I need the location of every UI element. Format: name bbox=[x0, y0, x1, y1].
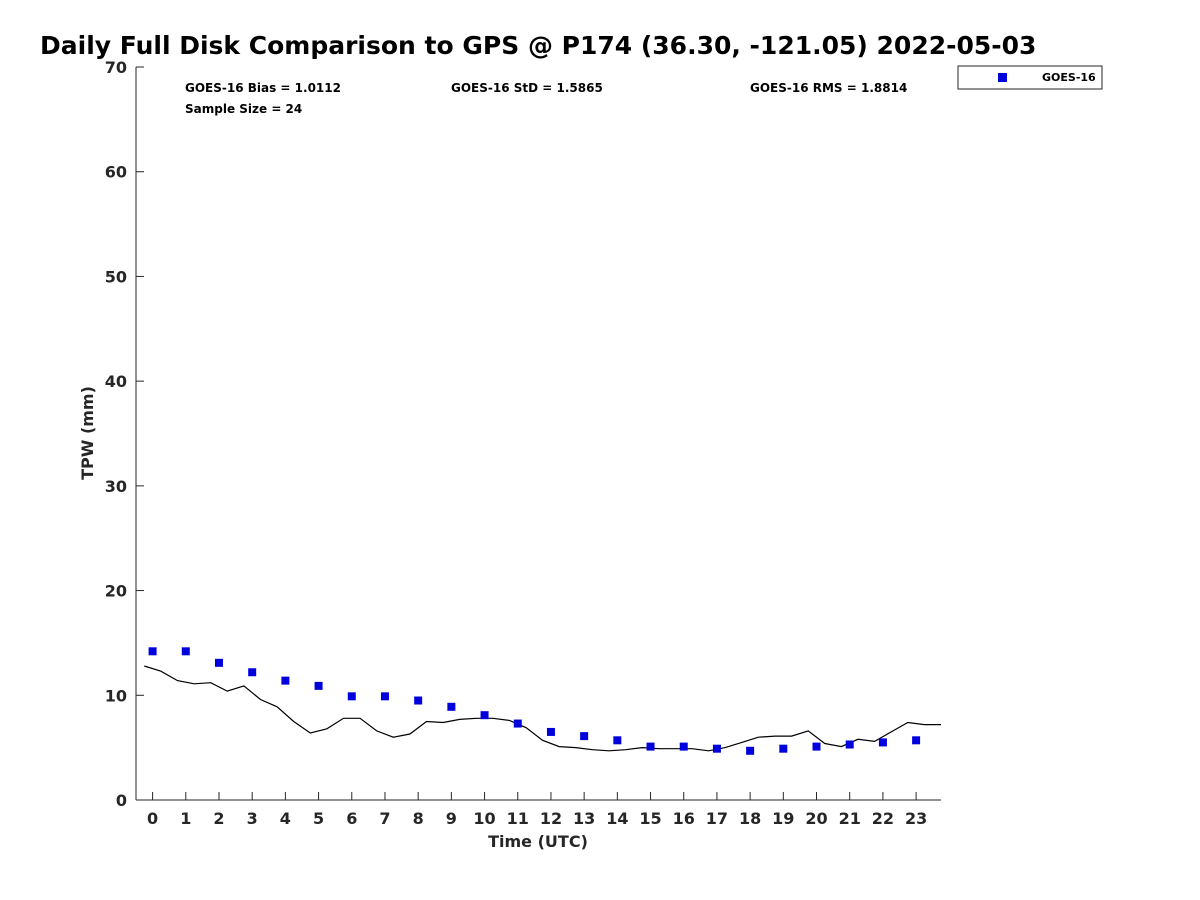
x-tick-label: 19 bbox=[772, 809, 794, 828]
goes16-point bbox=[347, 692, 356, 701]
x-tick-label: 2 bbox=[213, 809, 224, 828]
goes16-point bbox=[878, 738, 887, 747]
x-tick-label: 18 bbox=[739, 809, 761, 828]
y-tick-label: 50 bbox=[105, 267, 127, 286]
series-layer bbox=[144, 647, 941, 755]
sample-size-stat: Sample Size = 24 bbox=[185, 102, 302, 116]
rms-stat: GOES-16 RMS = 1.8814 bbox=[750, 81, 907, 95]
y-tick-label: 20 bbox=[105, 582, 127, 601]
x-tick-label: 22 bbox=[872, 809, 894, 828]
bias-stat: GOES-16 Bias = 1.0112 bbox=[185, 81, 341, 95]
goes16-point bbox=[380, 692, 389, 701]
legend-label-goes16: GOES-16 bbox=[1042, 71, 1096, 84]
x-tick-label: 1 bbox=[180, 809, 191, 828]
legend: GOES-16 bbox=[957, 65, 1103, 90]
goes16-point bbox=[746, 746, 755, 755]
legend-marker-goes16 bbox=[998, 73, 1007, 82]
goes16-point bbox=[148, 647, 157, 656]
goes16-point bbox=[314, 681, 323, 690]
x-tick-label: 11 bbox=[507, 809, 529, 828]
std-stat: GOES-16 StD = 1.5865 bbox=[451, 81, 603, 95]
x-tick-label: 4 bbox=[280, 809, 291, 828]
goes16-point bbox=[480, 711, 489, 720]
goes16-point bbox=[281, 676, 290, 685]
x-tick-label: 15 bbox=[639, 809, 661, 828]
x-tick-label: 13 bbox=[573, 809, 595, 828]
y-tick-label: 0 bbox=[116, 791, 127, 810]
goes16-point bbox=[646, 742, 655, 751]
x-tick-label: 6 bbox=[346, 809, 357, 828]
y-axis-label: TPW (mm) bbox=[78, 386, 97, 480]
x-tick-label: 9 bbox=[446, 809, 457, 828]
goes16-point bbox=[214, 658, 223, 667]
y-tick-label: 30 bbox=[105, 477, 127, 496]
x-axis-ticks: 0 1 2 3 4 5 6 7 8 9 10 11 12 13 14 15 16 17 18 19 20 21 22 23 bbox=[147, 792, 927, 828]
goes16-point bbox=[712, 744, 721, 753]
x-axis-label: Time (UTC) bbox=[488, 832, 588, 851]
x-tick-label: 10 bbox=[473, 809, 495, 828]
x-tick-label: 17 bbox=[706, 809, 728, 828]
goes16-point bbox=[248, 668, 257, 677]
x-tick-label: 0 bbox=[147, 809, 158, 828]
x-tick-label: 3 bbox=[247, 809, 258, 828]
goes16-point bbox=[414, 696, 423, 705]
legend-box bbox=[957, 65, 1103, 90]
x-tick-label: 12 bbox=[540, 809, 562, 828]
y-tick-label: 40 bbox=[105, 372, 127, 391]
goes16-point bbox=[613, 736, 622, 745]
chart-title: Daily Full Disk Comparison to GPS @ P174… bbox=[40, 31, 1036, 60]
x-tick-label: 23 bbox=[905, 809, 927, 828]
goes16-point bbox=[679, 742, 688, 751]
goes16-point bbox=[513, 719, 522, 728]
y-tick-label: 60 bbox=[105, 163, 127, 182]
goes16-point bbox=[181, 647, 190, 656]
x-tick-label: 20 bbox=[805, 809, 827, 828]
goes16-point bbox=[845, 740, 854, 749]
goes16-point bbox=[580, 732, 589, 741]
x-tick-label: 5 bbox=[313, 809, 324, 828]
x-tick-label: 14 bbox=[606, 809, 628, 828]
y-tick-label: 70 bbox=[105, 58, 127, 77]
x-tick-label: 8 bbox=[413, 809, 424, 828]
goes16-point bbox=[812, 742, 821, 751]
goes16-point bbox=[779, 744, 788, 753]
y-tick-label: 10 bbox=[105, 686, 127, 705]
y-axis-ticks: 0 10 20 30 40 50 60 70 bbox=[105, 58, 144, 810]
x-tick-label: 7 bbox=[379, 809, 390, 828]
x-tick-label: 16 bbox=[673, 809, 695, 828]
x-tick-label: 21 bbox=[839, 809, 861, 828]
goes16-point bbox=[912, 736, 921, 745]
reference-series-line bbox=[144, 665, 941, 752]
goes16-point bbox=[447, 702, 456, 711]
goes16-point bbox=[546, 727, 555, 736]
